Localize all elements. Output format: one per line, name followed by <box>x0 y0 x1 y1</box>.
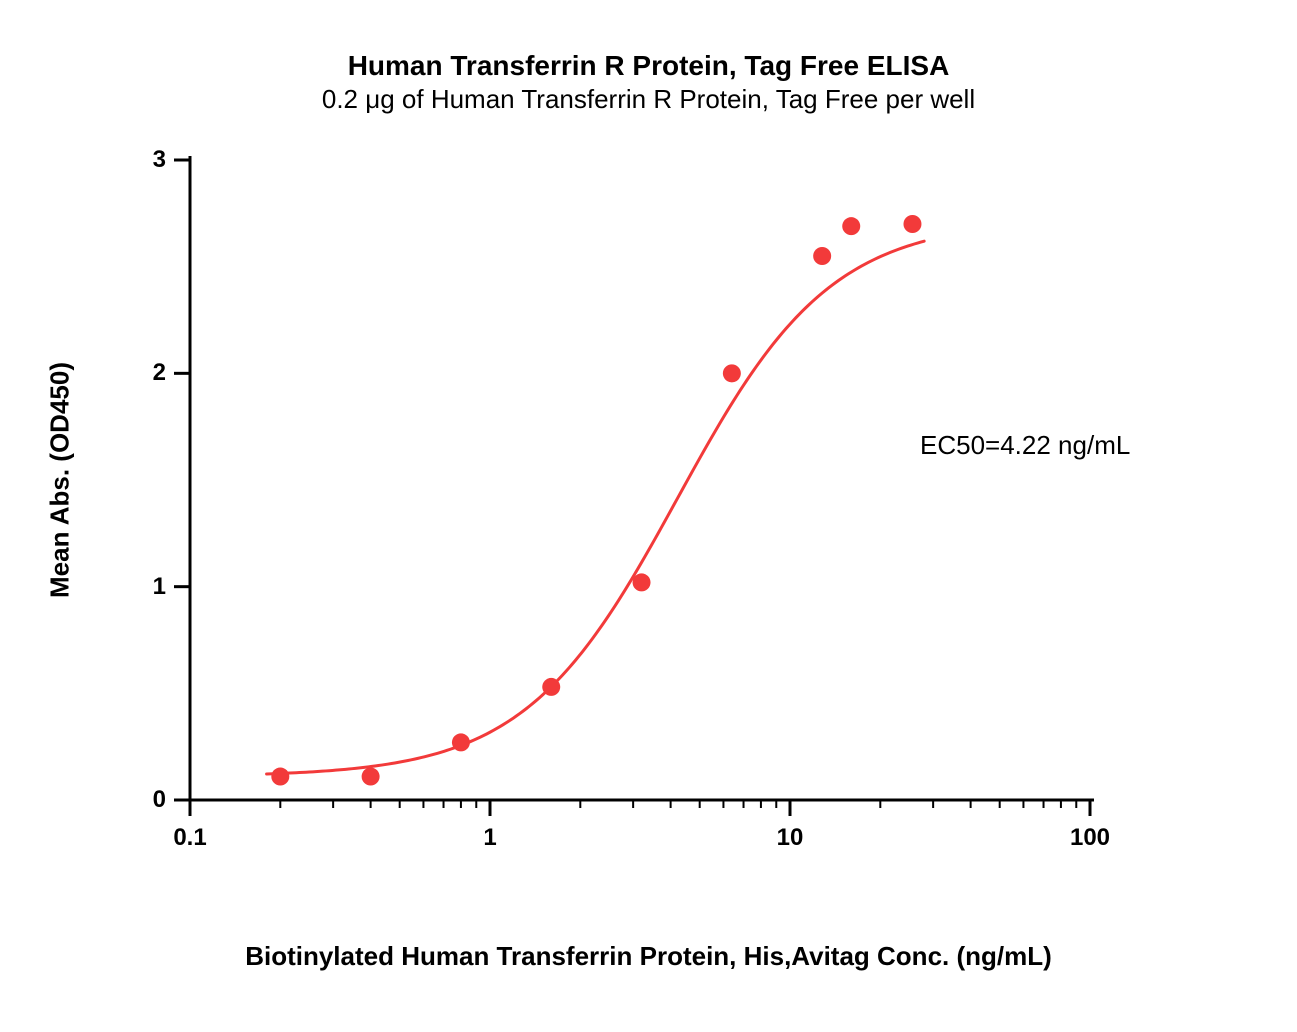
x-tick-label: 100 <box>1070 824 1110 852</box>
plot-svg <box>0 0 1297 1032</box>
y-tick-label: 2 <box>126 359 166 387</box>
y-tick-label: 1 <box>126 573 166 601</box>
y-tick-label: 0 <box>126 786 166 814</box>
x-tick-label: 0.1 <box>173 824 206 852</box>
y-tick-label: 3 <box>126 146 166 174</box>
x-tick-label: 1 <box>483 824 496 852</box>
elisa-chart: Human Transferrin R Protein, Tag Free EL… <box>0 0 1297 1032</box>
x-tick-label: 10 <box>777 824 804 852</box>
